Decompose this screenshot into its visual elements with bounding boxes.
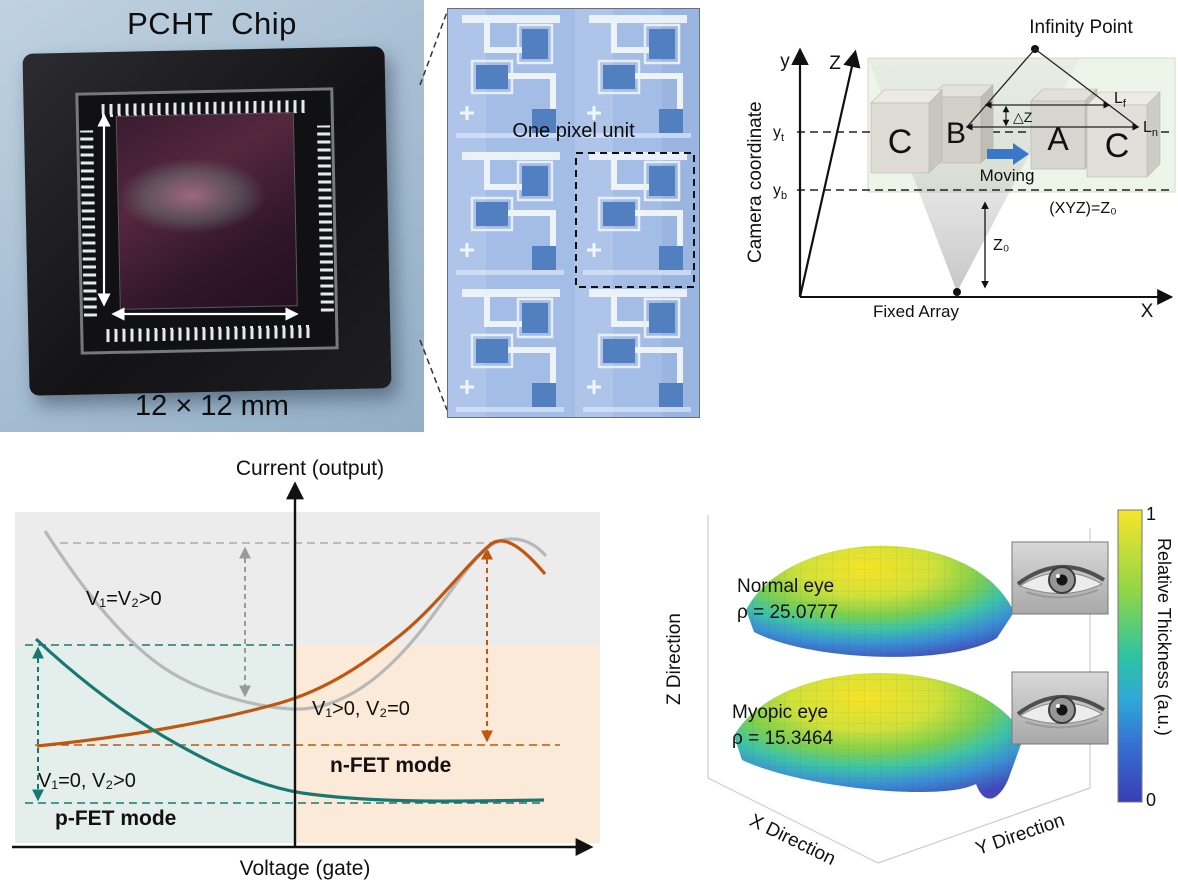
triangle-left-line [966, 48, 1036, 128]
pixel-unit-outline [575, 152, 695, 288]
ln-label: Ln [1143, 119, 1158, 139]
zoom-line-bottom [419, 339, 448, 411]
lf-label: Lf [1114, 90, 1127, 110]
fixed-array-dot [953, 288, 961, 296]
normal-eye-label: Normal eye [737, 576, 834, 597]
chip-photo-panel: PCHT Chip 12 × 12 mm [0, 0, 424, 432]
xyz-equals-label: (XYZ)=Z₀ [1049, 200, 1117, 217]
x-axis-label: X [1141, 301, 1154, 322]
colorbar [1117, 509, 1143, 803]
normal-eye-photo [1010, 540, 1110, 616]
eye-surface-plot: Normal eye ρ = 25.0777 Myopic eye ρ = 15… [664, 504, 1174, 870]
normal-eye-mesh [746, 545, 1014, 657]
chip-dimension-arrows [97, 113, 299, 321]
curve-nfet [36, 539, 547, 748]
pfet-curve-label: V₁=0, V₂>0 [38, 770, 136, 792]
voltage-axis-label: Voltage (gate) [240, 857, 371, 880]
fixed-array-label: Fixed Array [873, 302, 959, 321]
normal-eye-rho: ρ = 25.0777 [737, 602, 838, 623]
y-direction-label: Y Direction [973, 810, 1067, 860]
y-axis-label: y [780, 51, 790, 72]
letter-cube-c-left: C [870, 89, 943, 174]
myopic-eye-mesh [734, 672, 1024, 799]
colorbar-min-label: 0 [1146, 790, 1156, 810]
delta-z-label: △Z [1013, 109, 1033, 125]
z-axis [798, 49, 861, 298]
infinity-point-label: Infinity Point [1029, 17, 1133, 38]
yb-label: yb [773, 182, 787, 202]
camera-coordinate-diagram: B C A C Moving Infinity Point Lf [745, 17, 1176, 322]
current-axis-label: Current (output) [236, 457, 384, 480]
pfet-mode-label: p-FET mode [55, 807, 176, 830]
moving-label: Moving [980, 166, 1035, 185]
cube-letter-c1: C [888, 123, 913, 161]
zoom-connector-lines [419, 11, 448, 411]
colorbar-max-label: 1 [1146, 504, 1156, 524]
chip-title: PCHT Chip [127, 6, 297, 41]
cube-letter-c2: C [1105, 127, 1130, 165]
zoom-line-top [419, 11, 448, 86]
triangle-right-line [1034, 48, 1139, 128]
gray-curve-label: V₁=V₂>0 [86, 588, 162, 610]
fet-transfer-chart: Current (output) Voltage (gate) V₁=V₂>0 … [12, 457, 600, 880]
myopic-eye-label: Myopic eye [732, 702, 828, 723]
myopic-eye-photo [1010, 670, 1110, 746]
cube-letter-b: B [946, 117, 966, 150]
yt-label: yt [773, 124, 784, 144]
x-direction-label: X Direction [746, 810, 839, 870]
z-direction-label: Z Direction [664, 613, 685, 705]
moving-arrow-icon [987, 143, 1029, 165]
nfet-mode-label: n-FET mode [330, 754, 451, 777]
camera-coordinate-label: Camera coordinate [745, 101, 766, 263]
micrograph-image [448, 9, 699, 417]
chip-size-label: 12 × 12 mm [135, 390, 289, 422]
nfet-curve-label: V₁>0, V₂=0 [312, 698, 410, 720]
myopic-eye-rho: ρ = 15.3464 [732, 728, 834, 749]
nfet-region [295, 645, 600, 843]
micrograph-panel [447, 8, 700, 418]
z0-label: Z₀ [993, 237, 1009, 254]
pixel-unit-label: One pixel unit [512, 120, 635, 142]
z-axis-label: Z [829, 53, 841, 74]
curve-pfet [34, 637, 545, 803]
colorbar-title: Relative Thickness (a.u.) [1154, 538, 1174, 736]
letter-cube-c-right: C [1086, 91, 1161, 178]
upper-gray-region [15, 512, 600, 645]
